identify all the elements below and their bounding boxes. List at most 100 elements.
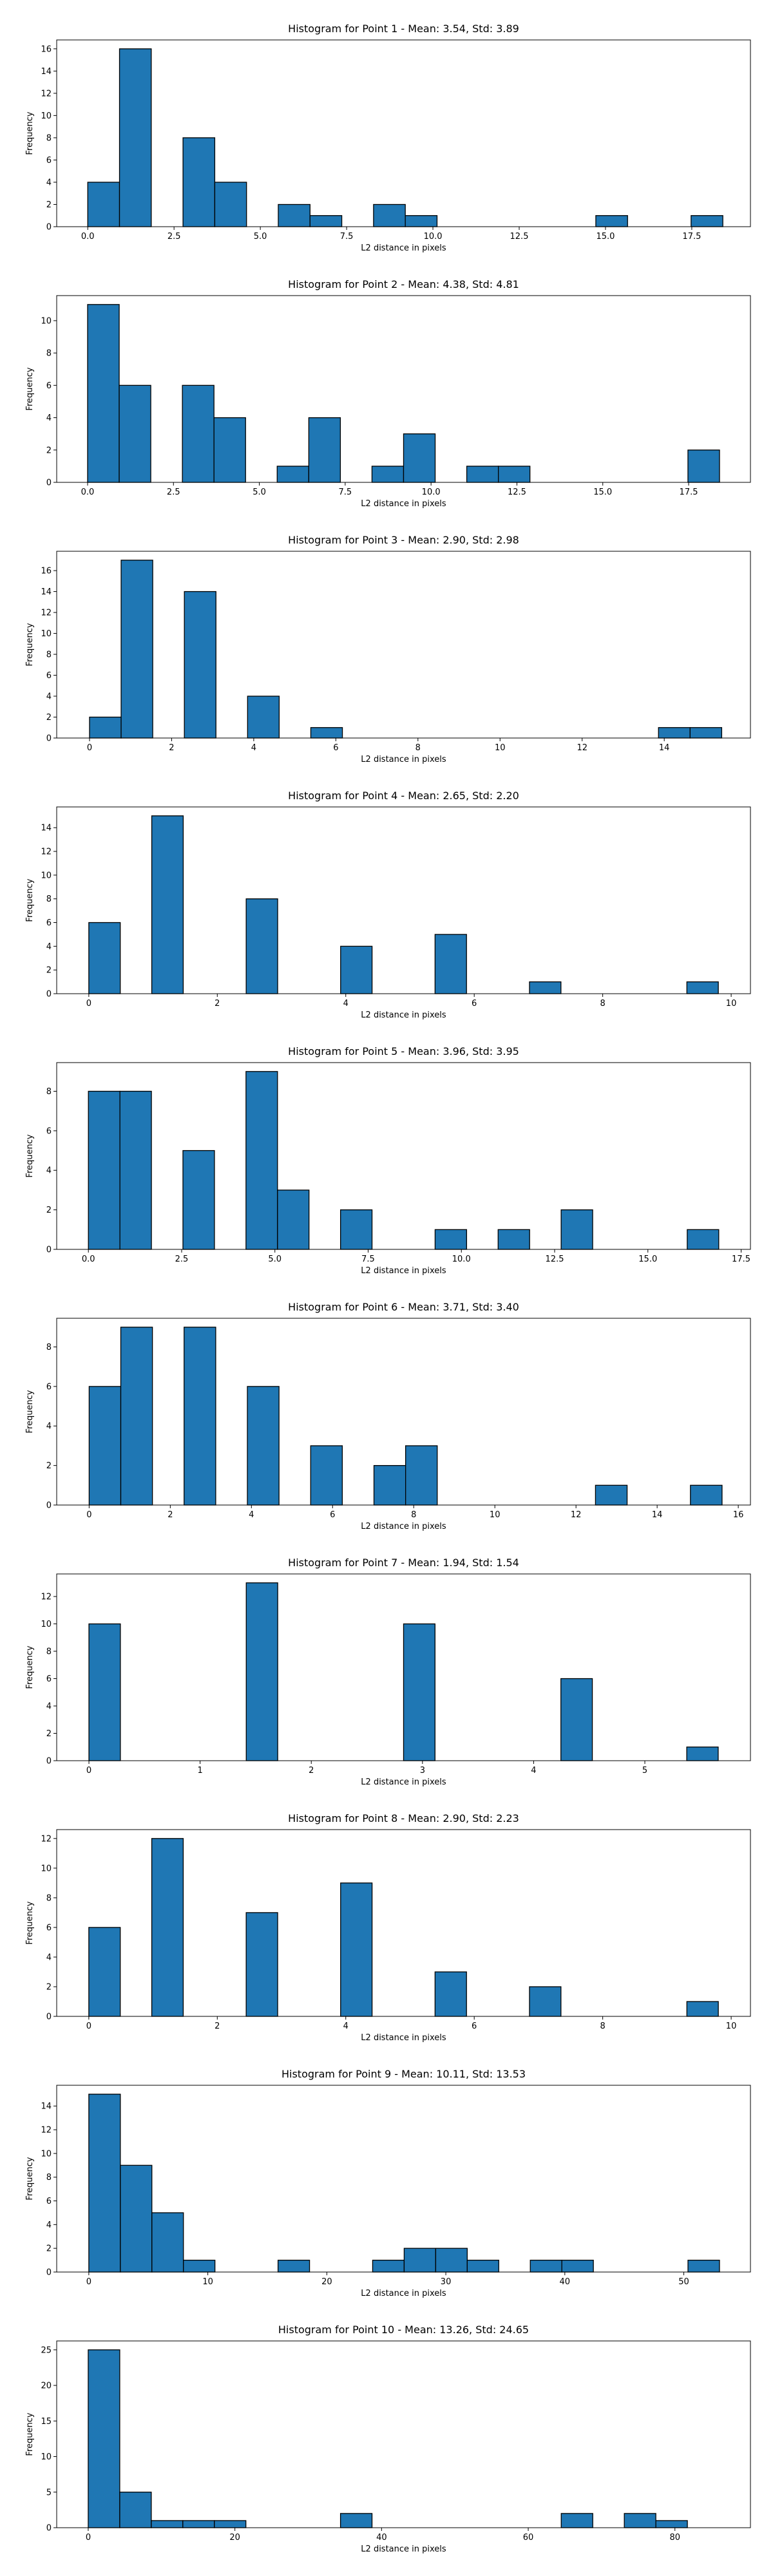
x-tick-label: 8 [415,743,421,753]
y-tick-label: 4 [46,692,52,702]
x-tick-label: 4 [531,1766,536,1776]
histogram-bar [405,1445,438,1506]
histogram-bar [182,137,216,227]
x-tick-label: 2 [169,743,174,753]
y-tick-label: 2 [46,713,52,723]
y-tick-label: 8 [46,133,52,143]
y-tick-label: 6 [46,671,52,681]
histogram-bar [151,2212,184,2273]
y-tick-label: 8 [46,1893,52,1903]
histogram-bar [687,450,720,483]
histogram-bar [529,981,562,994]
histogram-bar [497,1229,530,1250]
histogram-bar [658,727,691,739]
x-tick-label: 10 [202,2277,213,2287]
plot-frame [56,1062,751,1250]
plot-frame [56,2085,751,2273]
chart-title: Histogram for Point 3 - Mean: 2.90, Std:… [288,534,519,546]
histogram-bar [247,696,280,739]
x-tick-label: 7.5 [340,232,354,242]
y-tick-label: 0 [46,734,52,744]
histogram-bar [184,1327,216,1506]
y-tick-label: 4 [46,1166,52,1176]
x-tick-label: 17.5 [680,488,698,497]
x-tick-label: 15.0 [596,232,615,242]
x-tick-label: 17.5 [732,1255,750,1264]
y-axis-label: Frequency [25,878,35,922]
y-tick-label: 0 [46,478,52,488]
y-tick-label: 10 [41,2149,52,2159]
histogram-bar [182,2520,215,2528]
x-axis-label: L2 distance in pixels [361,243,446,253]
y-tick-label: 2 [46,200,52,210]
chart-panel-7: Histogram for Point 7 - Mean: 1.94, Std:… [25,1557,751,1787]
plot-frame [56,806,751,994]
y-tick-label: 6 [46,381,52,391]
histogram-bar [466,466,499,483]
chart-title: Histogram for Point 2 - Mean: 4.38, Std:… [288,278,519,290]
histogram-bar [595,215,628,227]
y-tick-label: 16 [41,567,52,576]
histogram-bar [373,1464,406,1506]
x-tick-label: 20 [229,2533,240,2543]
histogram-bar [403,1623,435,1761]
y-axis-label: Frequency [25,2157,35,2200]
chart-panel-1: Histogram for Point 1 - Mean: 3.54, Std:… [25,23,751,253]
plot-frame [56,1318,751,1506]
histogram-bar [560,2513,593,2528]
y-tick-label: 5 [46,2488,52,2497]
histogram-bar [371,466,405,483]
histogram-bar [466,2259,499,2273]
y-tick-label: 10 [41,1864,52,1873]
x-axis-label: L2 distance in pixels [361,1266,446,1276]
y-axis-label: Frequency [25,1901,35,1944]
x-tick-label: 0 [86,2022,91,2031]
histogram-bar [213,417,246,483]
y-tick-label: 4 [46,1702,52,1712]
plot-frame [56,295,751,483]
x-tick-label: 10.0 [422,488,441,497]
x-axis-label: L2 distance in pixels [361,755,446,764]
x-tick-label: 40 [376,2533,387,2543]
histogram-bar [655,2520,688,2528]
x-tick-label: 6 [330,1510,335,1520]
y-tick-label: 0 [46,1245,52,1255]
x-tick-label: 2.5 [167,488,180,497]
x-tick-label: 60 [523,2533,534,2543]
y-tick-label: 10 [41,1620,52,1629]
histogram-bar [498,466,531,483]
x-tick-label: 0.0 [81,488,95,497]
x-tick-label: 5.0 [254,232,267,242]
x-tick-label: 8 [600,2022,605,2031]
y-axis-label: Frequency [25,111,35,155]
histogram-bar [530,2259,562,2273]
histogram-bar [405,215,438,227]
x-axis-label: L2 distance in pixels [361,2033,446,2043]
histogram-bar [88,1090,120,1250]
y-tick-label: 12 [41,89,52,99]
x-tick-label: 5 [642,1766,647,1776]
y-tick-label: 14 [41,824,52,833]
chart-title: Histogram for Point 4 - Mean: 2.65, Std:… [288,790,519,802]
y-tick-label: 10 [41,2452,52,2462]
x-tick-label: 3 [420,1766,425,1776]
x-tick-label: 1 [198,1766,203,1776]
x-tick-label: 40 [560,2277,571,2287]
x-tick-label: 0 [86,2277,91,2287]
y-tick-label: 6 [46,1923,52,1933]
y-tick-label: 6 [46,2197,52,2206]
y-tick-label: 8 [46,349,52,359]
histogram-bar [151,1838,184,2017]
x-tick-label: 7.5 [339,488,352,497]
y-tick-label: 8 [46,650,52,660]
chart-title: Histogram for Point 6 - Mean: 3.71, Std:… [288,1301,519,1313]
y-tick-label: 12 [41,1834,52,1844]
x-tick-label: 14 [652,1510,663,1520]
x-tick-label: 4 [343,2022,348,2031]
histogram-bar [89,716,122,739]
y-tick-label: 8 [46,895,52,904]
y-tick-label: 0 [46,1501,52,1511]
x-tick-label: 0 [87,743,92,753]
y-tick-label: 4 [46,413,52,423]
